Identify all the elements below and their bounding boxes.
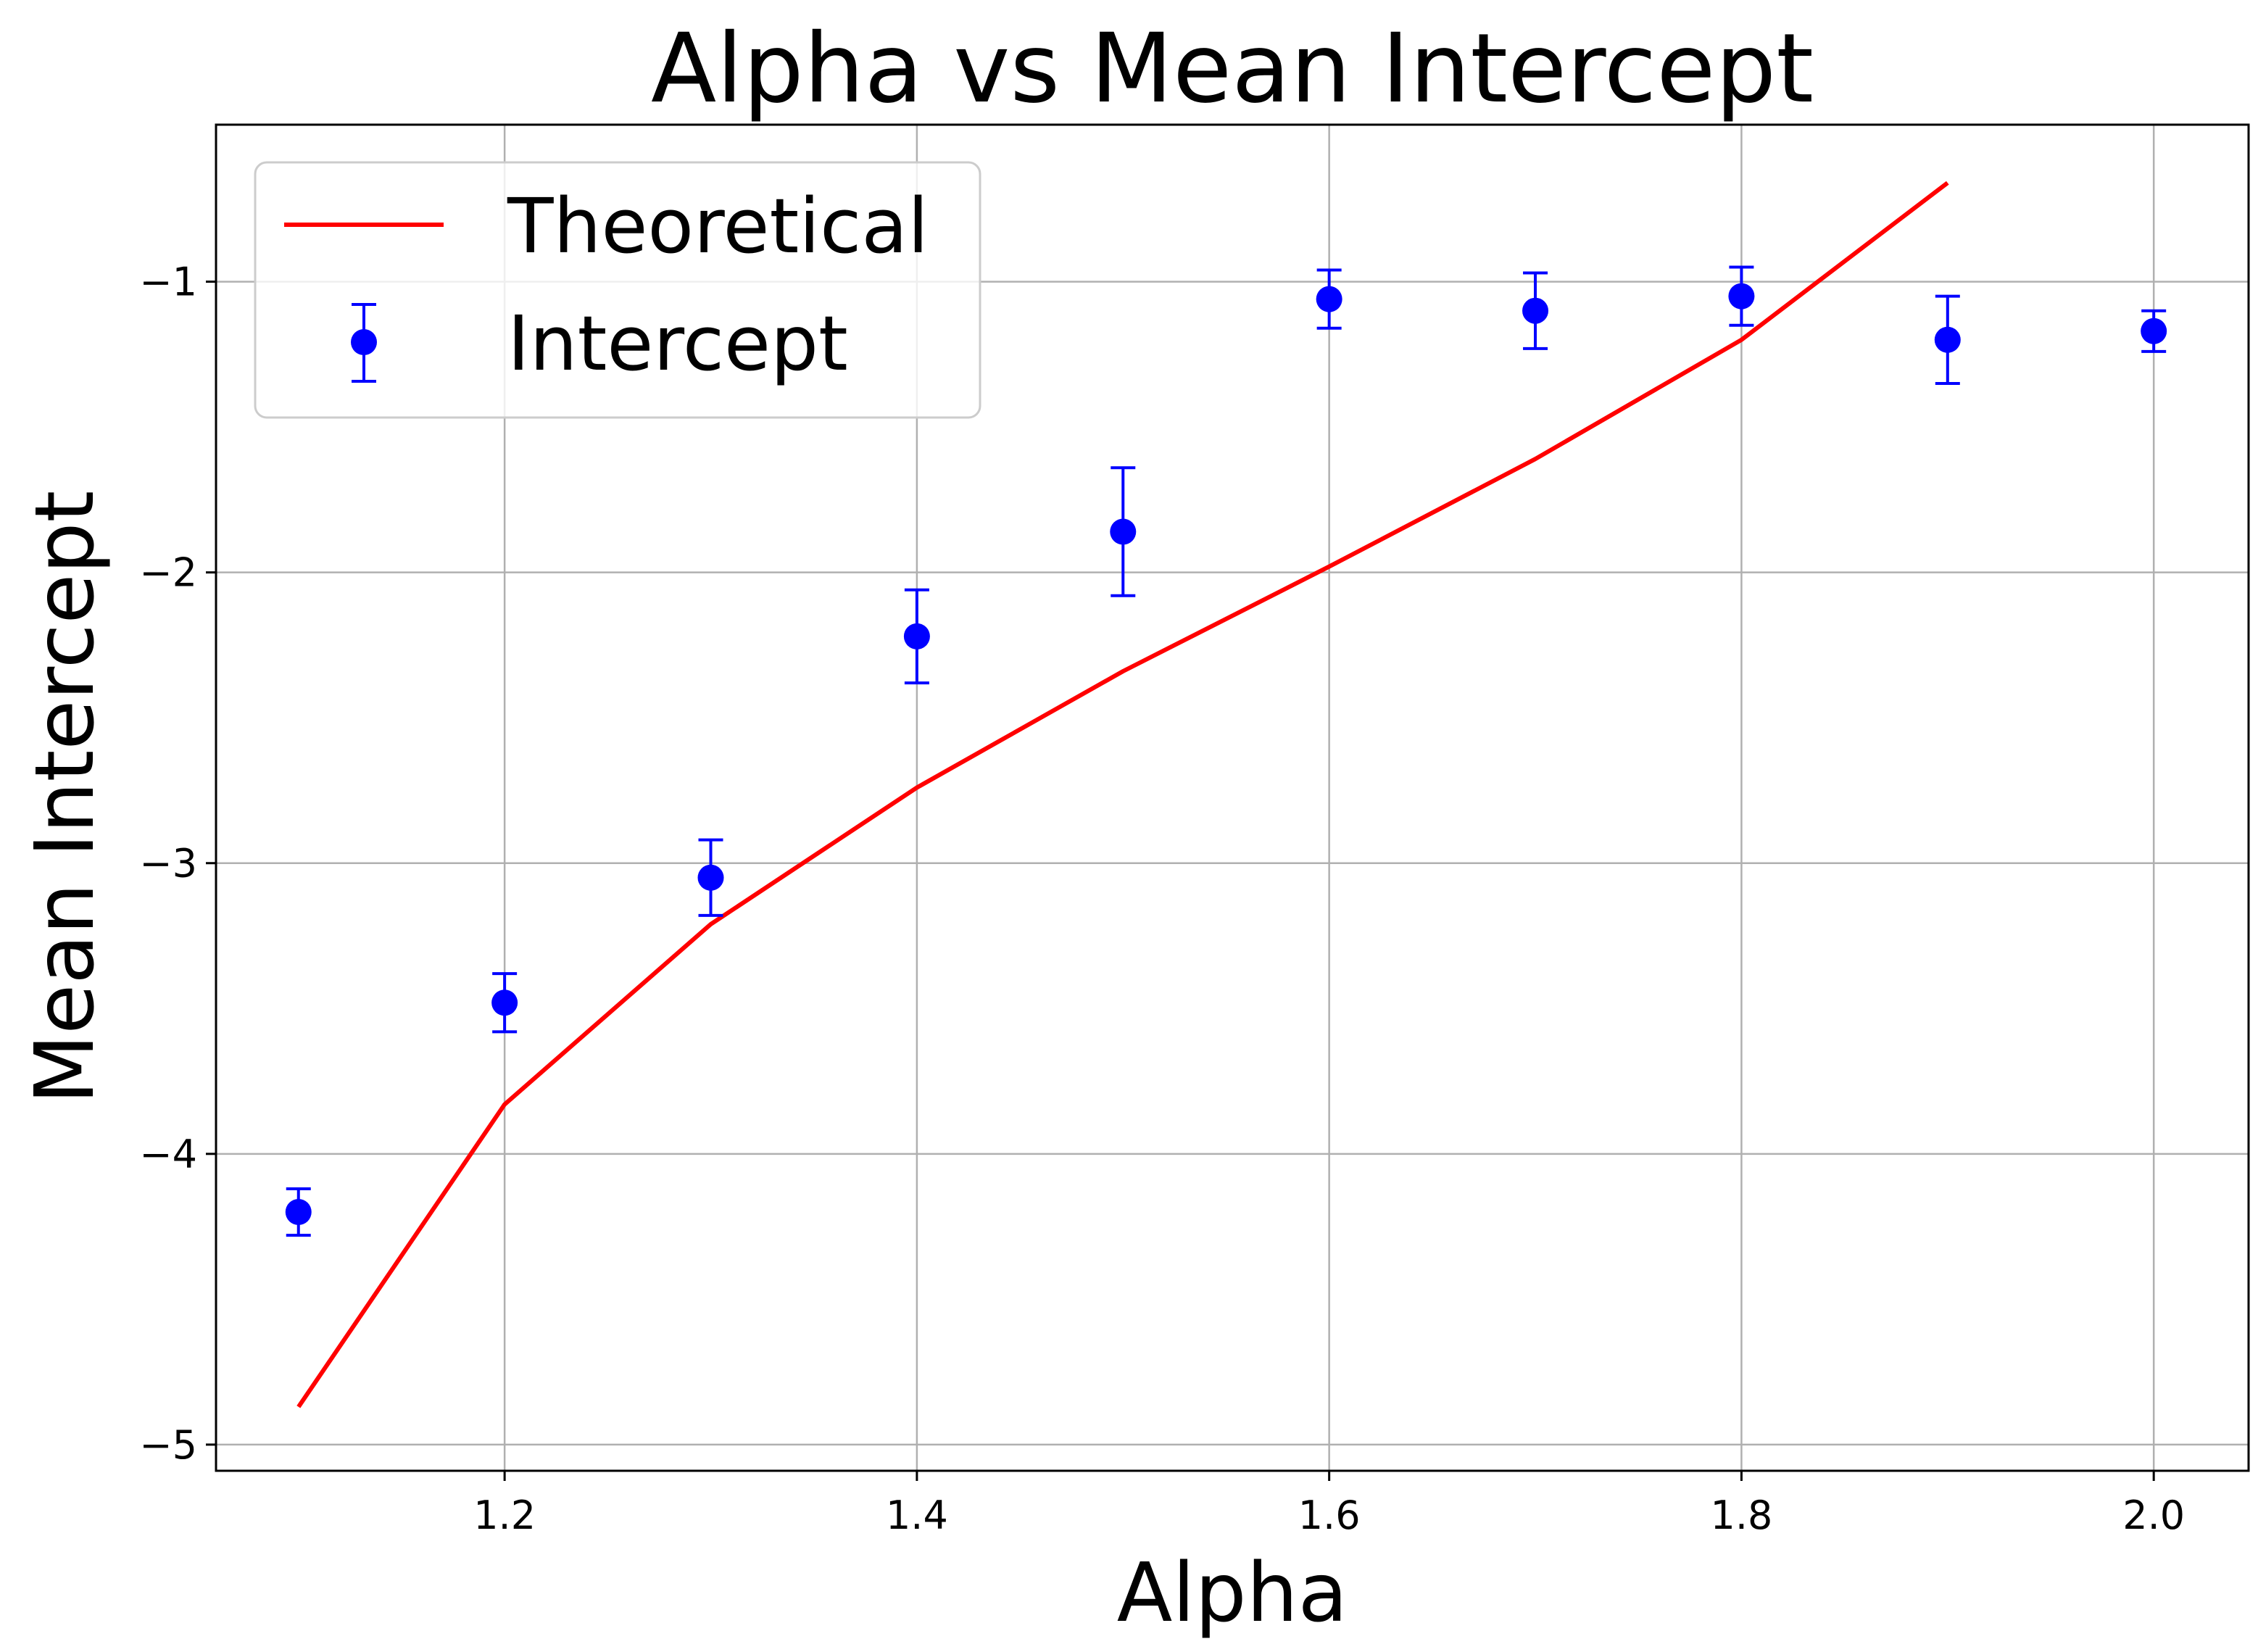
y-axis-label: Mean Intercept [18,491,112,1105]
x-tick-label: 1.8 [1710,1493,1772,1538]
intercept-point [285,1199,312,1226]
intercept-point [1522,297,1549,324]
y-tick-label: −5 [139,1422,197,1468]
intercept-point [1728,283,1755,310]
legend-label-theoretical: Theoretical [507,182,929,270]
x-tick-label: 2.0 [2122,1493,2185,1538]
legend: Theoretical Intercept [254,161,981,419]
intercept-point [1316,286,1342,312]
legend-marker-swatch [351,329,377,355]
legend-label-intercept: Intercept [507,299,848,388]
intercept-point [1110,518,1137,545]
grid [216,125,2249,1471]
x-axis-label: Alpha [1117,1546,1348,1640]
chart-title: Alpha vs Mean Intercept [651,13,1814,125]
intercept-point [2141,317,2167,344]
plot-frame [215,123,2250,1472]
x-tick-label: 1.4 [886,1493,948,1538]
x-tick-label: 1.2 [473,1493,536,1538]
plot-series [285,180,2167,1408]
intercept-point [697,864,724,891]
intercept-point [1934,326,1961,353]
y-tick-label: −3 [139,841,197,887]
y-tick-label: −1 [139,260,197,305]
y-tick-label: −2 [139,550,197,596]
intercept-point [903,623,930,649]
axis-ticks: 1.2 1.4 1.6 1.8 2.0 −5 −4 −3 −2 −1 [139,260,2185,1538]
intercept-point [491,989,518,1016]
x-tick-label: 1.6 [1298,1493,1361,1538]
theoretical-line [296,180,1949,1408]
y-tick-label: −4 [139,1132,197,1177]
